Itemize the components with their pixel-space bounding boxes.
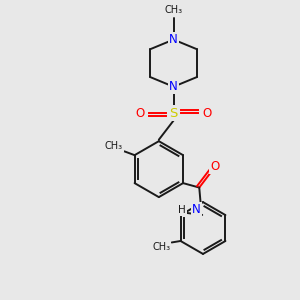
Text: O: O xyxy=(210,160,219,172)
Text: N: N xyxy=(169,80,178,93)
Text: O: O xyxy=(202,107,212,120)
Text: N: N xyxy=(169,33,178,46)
Text: CH₃: CH₃ xyxy=(164,5,183,15)
Text: N: N xyxy=(192,203,201,216)
Text: CH₃: CH₃ xyxy=(152,242,170,252)
Text: CH₃: CH₃ xyxy=(105,141,123,151)
Text: H: H xyxy=(178,205,185,214)
Text: O: O xyxy=(136,107,145,120)
Text: S: S xyxy=(169,107,178,120)
